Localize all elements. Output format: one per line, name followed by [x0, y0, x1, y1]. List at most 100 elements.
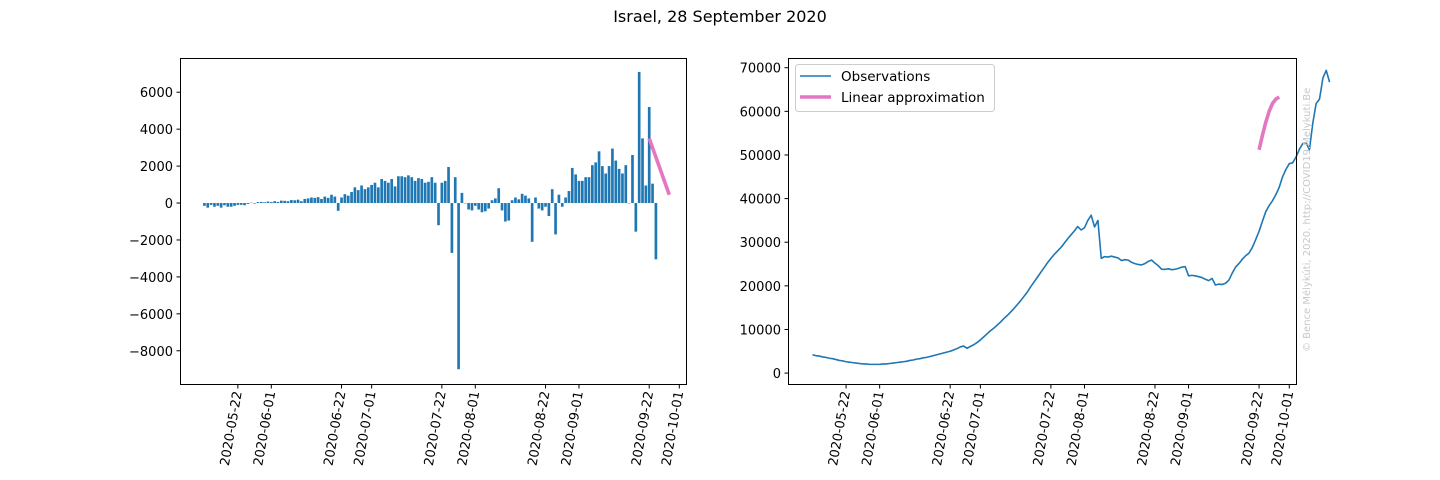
left-x-tick-label: 2020-08-22 [526, 390, 554, 467]
bar [303, 198, 307, 204]
bar [373, 182, 377, 204]
bar [266, 201, 270, 204]
bar [634, 203, 638, 232]
bar [206, 203, 210, 208]
right-chart-axes-frame [788, 58, 1297, 385]
bar [470, 203, 474, 211]
bar [269, 202, 273, 204]
bar [611, 148, 614, 204]
right-chart-lines [812, 69, 1331, 366]
bar [637, 71, 641, 204]
right-x-tick-label: 2020-10-01 [1269, 390, 1297, 467]
bar [343, 194, 347, 204]
right-x-tick-label: 2020-07-01 [960, 390, 988, 467]
right-y-tick-label: 30000 [740, 236, 781, 251]
left-y-tick-label: 2000 [140, 160, 173, 175]
bar [370, 184, 373, 204]
bar [279, 200, 283, 204]
bar [407, 175, 410, 204]
right-x-tick-label: 2020-07-22 [1031, 390, 1059, 467]
bar [380, 179, 383, 204]
bar [313, 197, 317, 204]
bar [460, 192, 464, 204]
bar [433, 182, 437, 204]
bar [537, 203, 541, 209]
right-y-tick-label: 40000 [740, 193, 781, 208]
left-y-tick-label: 0 [165, 197, 173, 212]
bar [500, 203, 504, 211]
bar [316, 197, 320, 204]
bar [336, 203, 340, 211]
left-x-tick-label: 2020-05-22 [218, 390, 246, 467]
left-chart-bars [203, 71, 658, 370]
bar [403, 177, 407, 204]
bar [286, 201, 290, 204]
bar [306, 198, 310, 204]
bar [554, 203, 557, 235]
bar [524, 195, 527, 204]
bar [320, 198, 323, 204]
right-x-tick-label: 2020-09-22 [1239, 390, 1267, 467]
right-x-tick-label: 2020-06-01 [860, 390, 888, 467]
left-chart-y-axis: 6000 4000 2000 0 −2000 −4000 −6000 −8000 [129, 86, 181, 360]
linear-approximation-line [647, 137, 671, 196]
bar [654, 203, 658, 260]
bar [514, 197, 517, 204]
bar [430, 177, 434, 204]
bar [487, 203, 491, 209]
bar [557, 194, 561, 204]
bar [587, 177, 591, 204]
bar [473, 203, 477, 206]
bar [243, 203, 246, 206]
bar [607, 166, 611, 204]
bar [420, 179, 424, 204]
bar [300, 201, 303, 204]
right-chart-x-axis: 2020-05-22 2020-06-01 2020-06-22 2020-07-01… [826, 384, 1297, 467]
bar [239, 203, 243, 205]
bar [246, 203, 250, 204]
bar [560, 203, 564, 207]
legend-label-linear-approximation: Linear approximation [841, 90, 985, 106]
bar [350, 191, 353, 204]
right-chart: 0 10000 20000 30000 40000 50000 60000 70000 202… [740, 58, 1331, 467]
bar [550, 189, 554, 204]
bar [213, 203, 216, 207]
bar [504, 203, 507, 222]
bar [510, 200, 514, 204]
bar [323, 196, 327, 204]
bar [310, 197, 313, 204]
legend: Observations Linear approximation [795, 64, 995, 112]
right-x-tick-label: 2020-06-22 [930, 390, 958, 467]
bar [631, 155, 634, 204]
bar [443, 180, 447, 204]
bar [417, 178, 420, 204]
bar [226, 203, 230, 207]
left-x-tick-label: 2020-07-22 [422, 390, 450, 467]
bar [453, 177, 457, 204]
bar [363, 189, 367, 204]
bar [256, 202, 260, 204]
bar [263, 202, 266, 204]
bar [530, 203, 534, 242]
bar [427, 181, 430, 204]
bar [584, 177, 588, 204]
bar [614, 160, 618, 204]
bar [564, 197, 567, 204]
bar [276, 201, 280, 204]
bar [253, 203, 256, 204]
bar [624, 165, 628, 204]
right-y-tick-label: 10000 [740, 323, 781, 338]
left-chart-axes-frame [180, 58, 687, 385]
bar [326, 197, 330, 204]
bar [574, 174, 577, 204]
bar [413, 180, 417, 204]
bar [296, 199, 300, 204]
right-x-tick-label: 2020-08-22 [1135, 390, 1163, 467]
bar [410, 177, 414, 204]
right-x-tick-label: 2020-05-22 [826, 390, 854, 467]
bar [594, 162, 598, 204]
left-y-tick-label: −6000 [129, 308, 173, 323]
bar [229, 203, 233, 207]
bar [437, 203, 440, 226]
